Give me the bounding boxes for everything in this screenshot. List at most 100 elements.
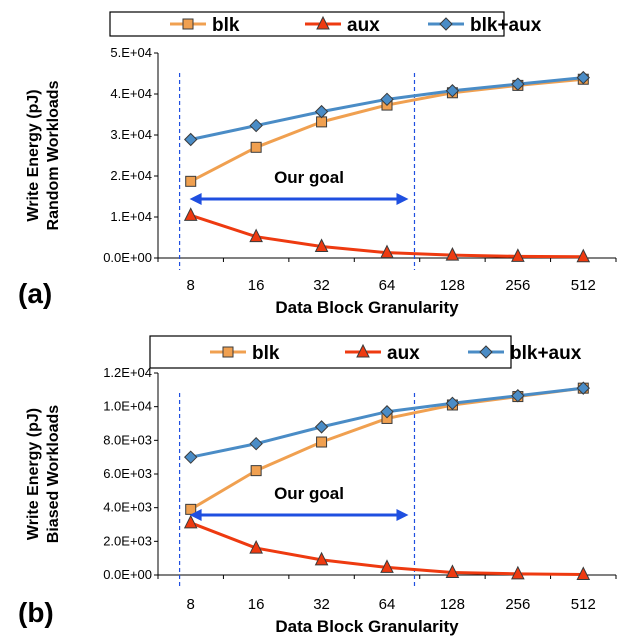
- legend-label: blk+aux: [470, 15, 542, 36]
- legend-item-aux: aux: [345, 343, 420, 364]
- series-blk: [185, 73, 589, 187]
- panel-label: (b): [18, 597, 54, 628]
- x-axis-label: Data Block Granularity: [275, 617, 459, 636]
- data-point: [316, 116, 328, 128]
- goal-annotation: Our goal: [274, 168, 344, 187]
- data-point: [511, 77, 525, 91]
- y-tick-label: 1.E+04: [110, 209, 152, 224]
- y-tick-label: 3.E+04: [110, 127, 152, 142]
- goal-arrow-head-left: [189, 509, 202, 521]
- x-tick-label: 8: [187, 596, 195, 613]
- data-point: [184, 132, 198, 147]
- data-point: [445, 247, 460, 261]
- y-tick-label: 2.0E+03: [103, 533, 152, 548]
- panel-label: (a): [18, 278, 52, 309]
- series-blk-aux: [184, 70, 590, 147]
- legend-label: blk+aux: [510, 343, 582, 364]
- data-point: [380, 92, 394, 107]
- goal-annotation: Our goal: [274, 484, 344, 503]
- x-tick-label: 128: [440, 277, 465, 294]
- legend-item-blk: blk: [170, 15, 240, 36]
- legend-marker-square: [182, 18, 194, 30]
- legend-marker-triangle: [316, 15, 330, 30]
- chart-panel-a: blk aux blk+aux 0.0E+00 1.E+04 2.E+04 3.E+04 4.…: [18, 11, 617, 317]
- legend-box: [149, 335, 512, 369]
- data-point: [445, 84, 460, 98]
- data-point: [576, 70, 590, 85]
- data-point: [380, 405, 394, 419]
- legend-label: aux: [347, 15, 380, 36]
- x-tick-label: 512: [571, 596, 596, 613]
- x-tick-label: 256: [505, 277, 530, 294]
- y-tick-label: 4.E+04: [110, 86, 152, 101]
- goal-arrow-head-right: [396, 509, 409, 521]
- x-tick-label: 512: [571, 277, 596, 294]
- series-blk: [185, 382, 589, 515]
- y-axis-label-line1: Write Energy (pJ): [25, 408, 42, 540]
- y-axis-label-line1: Write Energy (pJ): [25, 89, 42, 221]
- data-point: [380, 244, 394, 259]
- data-point: [249, 539, 263, 554]
- data-point: [249, 228, 263, 243]
- y-tick-label: 0.0E+00: [103, 567, 152, 582]
- legend-marker-square: [222, 346, 234, 358]
- y-tick-label: 6.0E+03: [103, 466, 152, 481]
- legend-item-blk: blk: [210, 343, 280, 364]
- data-point: [316, 436, 328, 448]
- data-point: [250, 141, 262, 153]
- data-point: [185, 503, 197, 515]
- data-point: [250, 465, 262, 477]
- x-tick-label: 8: [187, 277, 195, 294]
- data-point: [249, 436, 263, 451]
- legend-label: blk: [252, 343, 280, 364]
- data-point: [314, 104, 329, 119]
- data-point: [314, 551, 329, 566]
- y-tick-label: 1.0E+04: [103, 399, 152, 414]
- legend-item-blk-aux: blk+aux: [428, 15, 542, 36]
- legend-item-blk-aux: blk+aux: [468, 343, 582, 364]
- data-point: [576, 381, 590, 395]
- x-tick-label: 16: [248, 277, 265, 294]
- series-aux: [183, 514, 591, 580]
- goal-arrow: Our goal: [189, 168, 409, 205]
- data-point: [183, 207, 198, 221]
- data-point: [184, 450, 198, 464]
- goal-arrow-head-right: [396, 193, 409, 205]
- data-point: [511, 565, 525, 580]
- data-point: [249, 118, 263, 133]
- series-aux: [183, 207, 591, 263]
- x-tick-label: 64: [379, 596, 396, 613]
- legend-marker-diamond: [439, 17, 453, 31]
- y-axis-label-line2: Biased Workloads: [45, 405, 62, 544]
- data-point: [576, 566, 591, 580]
- y-tick-label: 2.E+04: [110, 168, 152, 183]
- y-tick-label: 8.0E+03: [103, 432, 152, 447]
- y-tick-label: 0.0E+00: [103, 250, 152, 265]
- data-point: [185, 175, 197, 187]
- series-blk-aux: [184, 381, 590, 464]
- y-tick-label: 4.0E+03: [103, 500, 152, 515]
- legend-marker-triangle: [356, 343, 370, 358]
- data-point: [511, 248, 525, 262]
- chart-panel-b: blk aux blk+aux 0.0E+00 2.0E+03 4.0E+03 6.0E+0…: [18, 335, 617, 636]
- data-point: [511, 389, 525, 403]
- x-tick-label: 32: [313, 277, 330, 294]
- y-tick-label: 1.2E+04: [103, 365, 152, 380]
- x-tick-label: 64: [379, 277, 396, 294]
- data-point: [380, 559, 394, 573]
- legend-label: blk: [212, 15, 240, 36]
- legend-label: aux: [387, 343, 420, 364]
- legend-marker-diamond: [479, 345, 493, 359]
- data-point: [445, 564, 460, 578]
- x-tick-label: 256: [505, 596, 530, 613]
- data-point: [314, 238, 329, 253]
- data-point: [445, 396, 460, 411]
- x-tick-label: 128: [440, 596, 465, 613]
- data-point: [183, 514, 198, 529]
- x-axis-label: Data Block Granularity: [275, 298, 459, 317]
- goal-arrow: Our goal: [189, 484, 409, 521]
- y-tick-label: 5.E+04: [110, 45, 152, 60]
- legend-item-aux: aux: [305, 15, 380, 36]
- x-tick-label: 16: [248, 596, 265, 613]
